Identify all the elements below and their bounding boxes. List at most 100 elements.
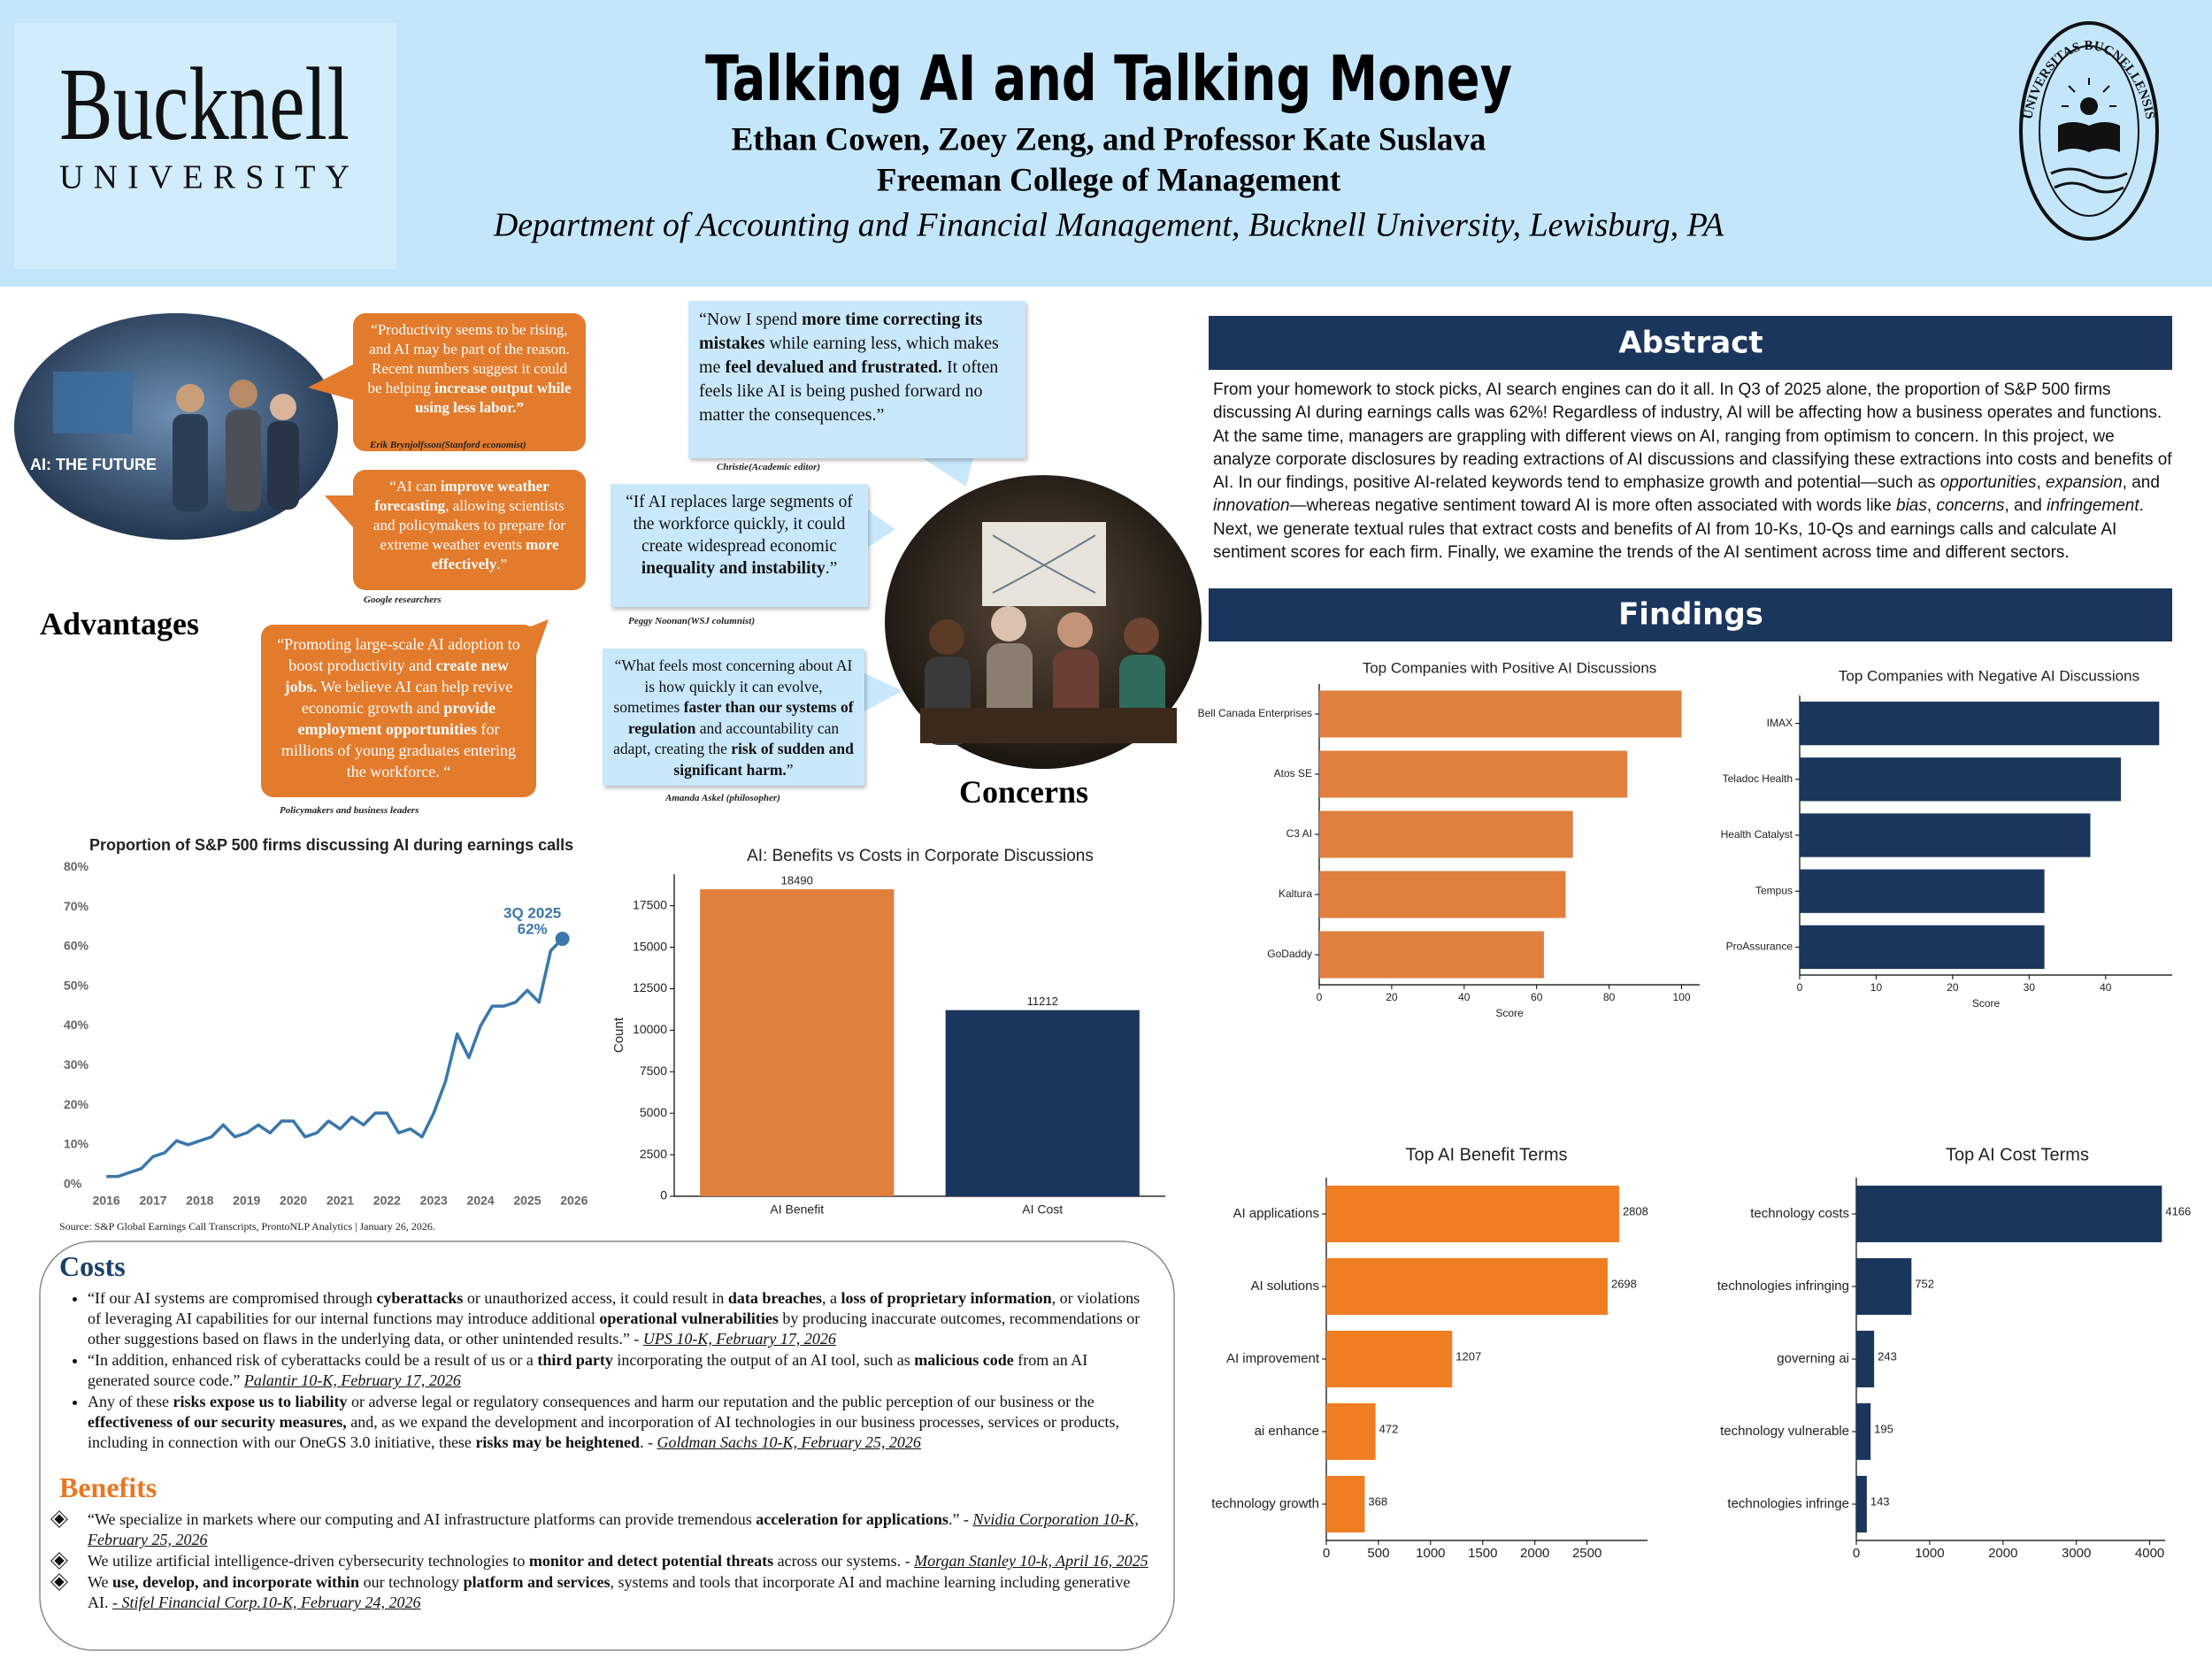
chart-title: Top Companies with Positive AI Discussio… [1363,659,1657,676]
x-tick-label: 4000 [2135,1546,2164,1561]
x-tick-label: 2020 [280,1194,307,1208]
x-tick-label: 0 [1317,991,1323,1003]
quote-source: Erik Brynjolfsson(Stanford economist) [370,440,526,450]
costs-heading: Costs [59,1250,126,1282]
text-run: “Now I spend [699,310,803,329]
y-tick-label: ProAssurance [1726,941,1793,953]
quote-bubble: “AI can improve weather forecasting, all… [353,470,586,590]
bar [1800,757,2122,802]
text-run: “We specialize in markets where our comp… [88,1510,757,1528]
y-axis-label: Count [611,1017,626,1053]
chart-title: AI: Benefits vs Costs in Corporate Discu… [747,847,1094,865]
x-tick-label: 2026 [560,1194,588,1208]
bar [1856,1258,1912,1315]
y-tick-label: 5000 [640,1105,667,1119]
bar [1319,871,1566,918]
text-run: incorporating the output of an AI tool, … [612,1351,915,1369]
department: Department of Accounting and Financial M… [493,207,1724,244]
bar [1800,925,2045,970]
bold-text: feel devalued and frustrated. [725,357,942,377]
x-tick-label: 30 [2024,981,2036,994]
x-tick-label: 2019 [233,1194,260,1208]
quote-bubble: “What feels most concerning about AI is … [603,649,864,786]
logo-name: Bucknell [59,46,349,162]
bold-text: loss of proprietary information [841,1289,1052,1307]
cite-text: UPS 10-K, February 17, 2026 [642,1330,836,1348]
highlight-point [555,932,570,947]
value-label: 18490 [781,874,813,887]
chart-title: Top AI Benefit Terms [1405,1145,1567,1164]
text-run: from an AI generated source code.” [88,1351,1088,1389]
bar [1856,1476,1867,1532]
x-tick-label: 0 [1797,981,1803,994]
list-item: We use, develop, and incorporate within … [88,1572,1151,1613]
text-run: .” [496,556,508,572]
bubble-tail [920,457,973,487]
bold-text: risks expose us to liability [173,1393,348,1410]
x-tick-label: 1000 [1915,1546,1944,1561]
x-tick-label: 1500 [1468,1546,1497,1561]
y-tick-label: AI improvement [1226,1351,1320,1366]
bold-text: malicious code [914,1351,1014,1369]
x-tick-label: AI Benefit [770,1202,824,1217]
text-run: We utilize artificial intelligence-drive… [88,1552,529,1570]
x-tick-label: 2000 [1520,1546,1549,1561]
text-run: , or violations of leveraging AI capabil… [88,1289,1141,1327]
x-axis-label: Score [1972,997,2001,1010]
text-run: .” - [948,1510,973,1528]
annotation: 62% [518,921,548,938]
y-tick-label: Health Catalyst [1721,828,1793,841]
list-item: “In addition, enhanced risk of cyberatta… [88,1350,1151,1391]
value-label: 11212 [1027,995,1058,1008]
bold-text: more time correcting its mistakes [699,310,983,353]
text-run: , [1926,496,1937,516]
y-tick-label: 50% [64,978,89,992]
bar [1856,1403,1871,1460]
bold-text: improve weather forecasting [374,478,549,514]
bold-text: more effectively [431,536,559,572]
x-tick-label: 3000 [2062,1546,2091,1561]
text-run: “In addition, enhanced risk of cyberatta… [88,1351,538,1369]
y-tick-label: 20% [64,1097,89,1111]
photo-concerns [885,475,1202,769]
bar [1326,1476,1365,1532]
cite-text: Nvidia Corporation 10-K, February 25, 20… [88,1510,1139,1548]
bar [700,889,895,1196]
bubble-tail [308,365,353,400]
value-label: 752 [1915,1277,1934,1290]
text-run: “AI can [389,478,441,495]
text-run: Any of these [88,1393,173,1410]
x-tick-label: 1000 [1416,1546,1445,1561]
bar [1800,813,2091,857]
text-run: , and [2004,496,2047,516]
annotation: 3Q 2025 [503,905,561,922]
quote-source: Policymakers and business leaders [280,805,419,816]
quote-source: Christie(Academic editor) [717,462,821,472]
cite-text: Goldman Sachs 10-K, February 25, 2026 [657,1433,921,1451]
bold-text: data breaches [727,1289,823,1307]
list-item: “We specialize in markets where our comp… [88,1509,1151,1550]
y-tick-label: C3 AI [1286,827,1312,840]
abstract-bar [1209,316,2172,370]
italic-text: expansion [2046,473,2123,493]
value-label: 4166 [2165,1204,2191,1217]
text-run: , allowing scientists and policymakers t… [373,497,566,553]
poster-title: Talking AI and Talking Money [705,42,1512,115]
value-label: 368 [1368,1494,1387,1508]
value-label: 2808 [1623,1204,1648,1217]
quote-bubble: “Promoting large-scale AI adoption to bo… [261,625,536,797]
bar [1319,810,1573,858]
bar [1319,931,1544,979]
cite-text: - Stifel Financial Corp.10-K, February 2… [112,1594,421,1611]
x-tick-label: 2500 [1572,1546,1601,1561]
x-tick-label: 2017 [139,1194,166,1208]
x-tick-label: 500 [1367,1546,1389,1561]
text-run: “Promoting large-scale AI adoption to bo… [277,635,520,674]
bar [1319,690,1682,738]
bar [1326,1186,1619,1242]
y-tick-label: 70% [64,899,89,913]
bold-text: platform and services [463,1573,611,1591]
text-run: From your homework to stock picks, AI se… [1213,380,2172,493]
